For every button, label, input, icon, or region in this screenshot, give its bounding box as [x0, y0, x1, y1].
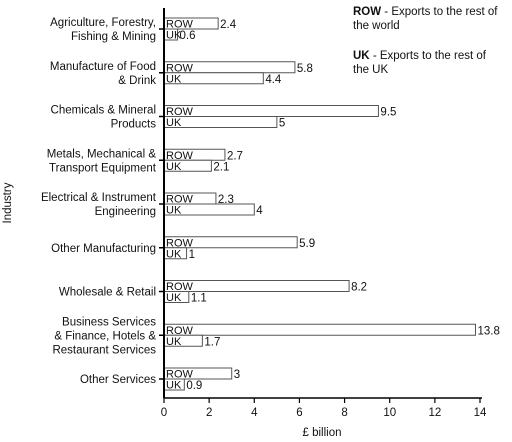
bar-value-label-row-8: 3: [234, 369, 240, 381]
bar-value-label-uk-6: 1.1: [191, 293, 207, 305]
x-tick-label-5: 10: [383, 407, 396, 419]
legend-uk-line1: UK - Exports to the rest of: [353, 50, 487, 62]
x-tick-label-7: 14: [474, 407, 487, 419]
legend-row-line2: the world: [353, 20, 400, 32]
category-label-4: Electrical & Instrument Engineering: [41, 192, 157, 218]
bar-series-label-row-4: ROW: [166, 194, 194, 206]
bar-value-label-uk-2: 5: [279, 118, 285, 130]
bar-value-label-uk-8: 0.9: [186, 380, 202, 392]
category-label-7: Business Services & Finance, Hotels & Rest…: [52, 316, 156, 356]
bar-value-label-row-3: 2.7: [227, 150, 243, 162]
category-label-2: Chemicals & Mineral Products: [51, 105, 157, 131]
y-axis-title: Industry: [2, 182, 14, 223]
x-tick-label-4: 8: [341, 407, 347, 419]
bar-series-label-uk-1: UK: [166, 73, 182, 85]
x-tick-label-3: 6: [296, 407, 302, 419]
legend: ROW - Exports to the rest of the world U…: [353, 6, 498, 76]
bar-series-label-row-0: ROW: [166, 19, 194, 31]
x-tick-label-6: 12: [428, 407, 441, 419]
x-ticks: 0 2 4 6 8 10 12 14: [161, 398, 487, 419]
legend-row-desc: - Exports to the rest of: [381, 6, 498, 18]
category-labels: Agriculture, Forestry, Fishing & Mining Ma…: [41, 17, 164, 386]
bar-row-2: [163, 105, 379, 117]
category-label-0: Agriculture, Forestry, Fishing & Mining: [50, 17, 156, 43]
category-label-1: Manufacture of Food & Drink: [50, 61, 156, 87]
x-tick-label-1: 2: [206, 407, 212, 419]
category-label-3: Metals, Mechanical & Transport Equipment: [47, 148, 157, 174]
bar-value-label-row-1: 5.8: [297, 63, 313, 75]
bar-series-label-row-7: ROW: [166, 325, 194, 337]
category-label-6: Wholesale & Retail: [59, 287, 156, 299]
bar-series-label-uk-8: UK: [166, 380, 182, 392]
bar-value-label-row-7: 13.8: [477, 325, 499, 337]
x-tick-label-2: 4: [251, 407, 258, 419]
legend-row-key: ROW: [353, 6, 381, 18]
bar-series-label-uk-3: UK: [166, 161, 182, 173]
axes-layer: [163, 8, 482, 399]
bar-series-label-uk-5: UK: [166, 248, 182, 260]
bar-series-label-row-8: ROW: [166, 369, 194, 381]
category-label-5: Other Manufacturing: [51, 243, 156, 255]
legend-uk-key: UK: [353, 50, 370, 62]
category-label-8: Other Services: [80, 374, 156, 386]
bar-series-label-row-6: ROW: [166, 281, 194, 293]
legend-row-line1: ROW - Exports to the rest of: [353, 6, 498, 18]
bar-series-label-row-5: ROW: [166, 237, 194, 249]
legend-uk-desc: - Exports to the rest of: [370, 50, 487, 62]
bar-value-label-uk-1: 4.4: [265, 74, 282, 86]
legend-uk-line2: the UK: [353, 64, 388, 76]
bar-value-label-uk-7: 1.7: [204, 336, 220, 348]
bar-series-label-uk-2: UK: [166, 117, 182, 129]
bar-value-label-uk-0: 0.6: [180, 30, 196, 42]
bar-value-label-uk-4: 4: [256, 205, 263, 217]
bar-row-7: [163, 323, 476, 336]
bar-value-label-uk-5: 1: [189, 249, 195, 261]
bar-value-label-uk-3: 2.1: [213, 161, 229, 173]
bar-value-label-row-0: 2.4: [220, 19, 237, 31]
bar-series-label-uk-0: UK: [166, 30, 182, 42]
bar-series-label-row-2: ROW: [166, 106, 194, 118]
bar-value-label-row-6: 8.2: [351, 282, 367, 294]
x-axis-title: £ billion: [303, 427, 342, 439]
bar-series-label-row-1: ROW: [166, 62, 194, 74]
bar-value-label-row-5: 5.9: [299, 238, 315, 250]
bar-value-label-row-4: 2.3: [218, 194, 234, 206]
bar-value-label-row-2: 9.5: [380, 107, 396, 119]
bar-series-label-uk-4: UK: [166, 205, 182, 217]
bar-series-label-uk-6: UK: [166, 292, 182, 304]
x-tick-label-0: 0: [161, 407, 167, 419]
bar-series-label-uk-7: UK: [166, 336, 182, 348]
bar-series-label-row-3: ROW: [166, 150, 194, 162]
